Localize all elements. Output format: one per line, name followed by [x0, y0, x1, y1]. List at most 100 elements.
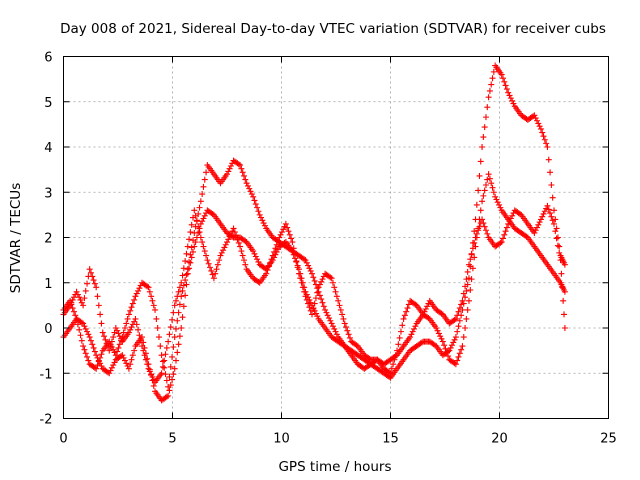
- data-point: [127, 326, 134, 333]
- data-point: [318, 278, 325, 285]
- data-point: [460, 334, 467, 341]
- data-point: [561, 311, 568, 318]
- y-tick-label: -1: [40, 367, 53, 382]
- data-point: [176, 284, 183, 291]
- data-point: [128, 304, 135, 311]
- data-point: [110, 334, 117, 341]
- data-point: [267, 259, 274, 266]
- data-point: [316, 292, 323, 299]
- data-point: [154, 325, 161, 331]
- data-point: [171, 302, 178, 309]
- y-tick-labels: -2 -1 0 1 2 3 4 5 6: [40, 51, 53, 428]
- data-point: [97, 311, 104, 318]
- data-point: [275, 246, 282, 253]
- data-point: [98, 363, 105, 370]
- data-point: [501, 231, 508, 238]
- data-point: [425, 315, 432, 322]
- data-point: [337, 306, 344, 313]
- data-point: [484, 230, 491, 237]
- data-point: [186, 258, 193, 265]
- data-point: [242, 261, 249, 268]
- data-point: [89, 273, 96, 280]
- data-point: [507, 215, 514, 222]
- data-point: [98, 351, 105, 358]
- data-point: [475, 227, 482, 234]
- data-point: [182, 292, 189, 299]
- data-point: [196, 229, 203, 236]
- data-point: [136, 332, 143, 339]
- data-point: [272, 245, 279, 252]
- data-point: [421, 308, 428, 315]
- data-point: [90, 344, 97, 351]
- data-point: [149, 373, 156, 380]
- data-point: [157, 343, 164, 350]
- data-point: [149, 297, 156, 304]
- data-point: [490, 189, 497, 196]
- data-point: [127, 307, 134, 314]
- x-tick-label: 20: [491, 432, 508, 447]
- data-point: [260, 220, 267, 227]
- data-point: [184, 243, 191, 250]
- data-point: [216, 257, 223, 264]
- data-point: [488, 81, 495, 88]
- x-tick-label: 5: [168, 432, 176, 447]
- data-point: [78, 299, 85, 306]
- data-point: [110, 346, 117, 353]
- data-point: [467, 256, 474, 263]
- data-point: [264, 267, 271, 274]
- data-point: [276, 234, 283, 241]
- data-point: [189, 248, 196, 255]
- data-point: [247, 188, 254, 195]
- data-point: [183, 250, 190, 257]
- data-point: [392, 352, 399, 359]
- data-point: [167, 324, 174, 331]
- data-point: [323, 309, 330, 316]
- data-point: [485, 94, 492, 101]
- data-point: [532, 227, 539, 234]
- data-point: [275, 238, 282, 245]
- data-point: [131, 347, 138, 354]
- data-point: [243, 180, 250, 187]
- data-point: [547, 169, 554, 176]
- data-point: [471, 228, 478, 235]
- data-point: [93, 365, 100, 372]
- data-point: [138, 343, 145, 350]
- data-point: [163, 393, 170, 400]
- data-point: [499, 235, 506, 242]
- data-point: [407, 334, 414, 341]
- data-point: [289, 239, 296, 246]
- data-point: [480, 134, 487, 141]
- data-point: [293, 258, 300, 265]
- data-point: [87, 269, 94, 276]
- data-point: [503, 86, 510, 93]
- data-point: [482, 182, 489, 189]
- data-point: [250, 193, 257, 200]
- data-point: [85, 331, 92, 338]
- data-point: [488, 180, 495, 187]
- data-point: [174, 317, 181, 324]
- y-tick-label: 0: [44, 322, 52, 337]
- data-point: [70, 308, 77, 315]
- data-point: [239, 169, 246, 176]
- data-point: [307, 267, 314, 274]
- data-point: [502, 82, 509, 89]
- data-point: [438, 310, 445, 317]
- data-point: [552, 216, 559, 223]
- data-point: [437, 333, 444, 340]
- data-point: [549, 217, 556, 224]
- data-point: [459, 343, 466, 350]
- data-point: [91, 348, 98, 355]
- data-point: [110, 362, 117, 369]
- data-point: [137, 337, 144, 344]
- data-point: [539, 129, 546, 136]
- data-point: [455, 323, 462, 330]
- data-point: [191, 243, 198, 250]
- data-point: [226, 165, 233, 172]
- data-point: [458, 346, 465, 353]
- data-point: [172, 297, 179, 304]
- data-point: [509, 97, 516, 104]
- data-point: [329, 323, 336, 330]
- data-point: [133, 290, 140, 297]
- data-point: [412, 301, 419, 308]
- data-point: [135, 326, 142, 333]
